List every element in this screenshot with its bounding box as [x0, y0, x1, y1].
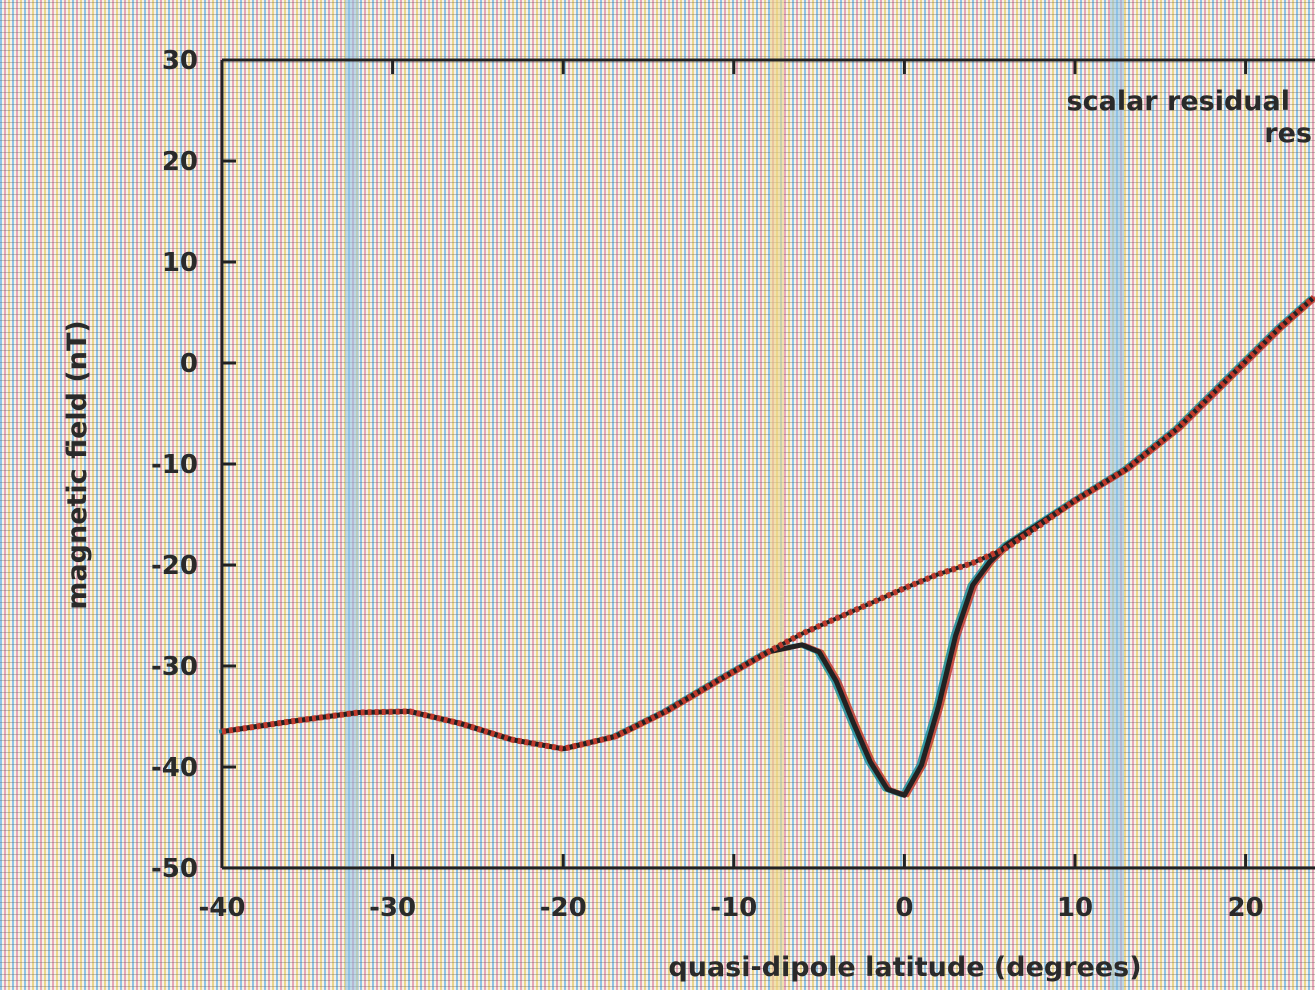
y-axis-ticks: 30 20 10 0 -10 -20 -30 -40 -50 — [151, 46, 236, 884]
x-axis-title: quasi-dipole latitude (degrees) — [668, 952, 1141, 983]
y-tick-label: -50 — [151, 854, 198, 884]
y-tick-label: -20 — [151, 551, 198, 581]
band-3 — [1110, 0, 1124, 990]
band-2 — [770, 0, 784, 990]
y-axis-title: magnetic field (nT) — [62, 320, 93, 609]
legend-entry-1: res — [1264, 118, 1312, 149]
y-tick-label: 0 — [180, 349, 198, 379]
x-axis-ticks: -40 -30 -20 -10 0 10 20 — [199, 60, 1264, 923]
series-res — [221, 295, 1315, 751]
x-tick-label: -40 — [199, 893, 246, 923]
x-tick-label: 0 — [895, 893, 913, 923]
y-tick-label: 30 — [162, 46, 198, 76]
legend-entry-0: scalar residual — [1067, 86, 1290, 117]
x-tick-label: -10 — [710, 893, 757, 923]
band-1 — [345, 0, 359, 990]
series-res-dotted — [221, 295, 1315, 752]
x-tick-label: 10 — [1057, 893, 1093, 923]
x-tick-label: 20 — [1228, 893, 1264, 923]
y-tick-label: 20 — [162, 147, 198, 177]
y-tick-label: 10 — [162, 248, 198, 278]
legend: scalar residual res — [1067, 86, 1312, 149]
series-layer — [218, 295, 1315, 798]
y-tick-label: -10 — [151, 450, 198, 480]
x-tick-label: -20 — [540, 893, 587, 923]
x-tick-label: -30 — [369, 893, 416, 923]
y-tick-label: -30 — [151, 652, 198, 682]
y-tick-label: -40 — [151, 753, 198, 783]
